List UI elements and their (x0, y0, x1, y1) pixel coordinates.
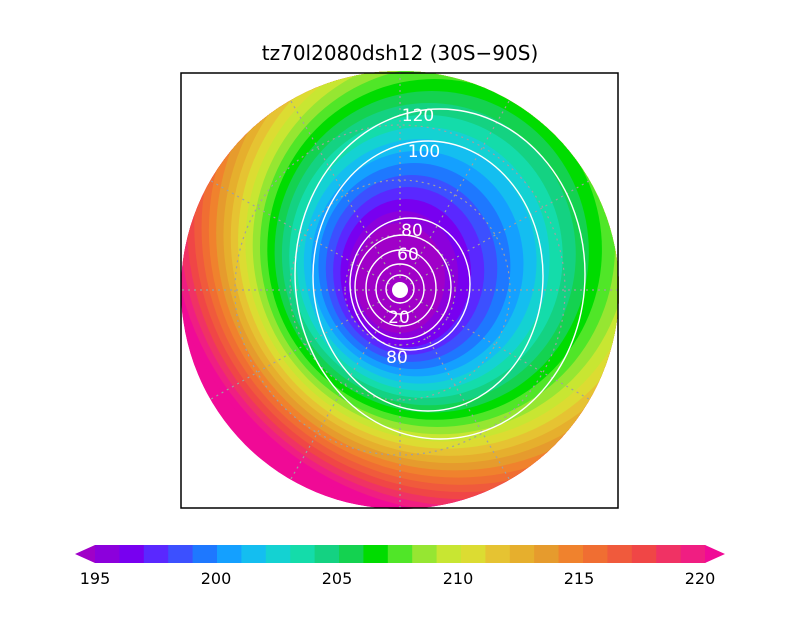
contour-line (365, 249, 437, 327)
colorbar-swatch (241, 545, 267, 563)
contour-label: 100 (408, 142, 440, 162)
contour-line (349, 217, 471, 351)
contour-line (375, 263, 425, 315)
colorbar-swatch (95, 545, 120, 563)
colorbar-swatch (314, 545, 340, 563)
colorbar-swatch (119, 545, 145, 563)
colorbar-swatch (290, 545, 316, 563)
contour-label: 20 (388, 308, 410, 328)
colorbar-tick-label: 210 (443, 569, 474, 588)
colorbar-swatch (387, 545, 413, 563)
colorbar-tick-label: 200 (201, 569, 232, 588)
shaded-field (181, 71, 619, 509)
colorbar-swatch (143, 545, 169, 563)
colorbar-swatch (656, 545, 682, 563)
contour-labels: 120 100 80 60 20 80 (386, 106, 440, 368)
colorbar-tick-label: 205 (322, 569, 353, 588)
contour-lines (294, 108, 586, 440)
colorbar-swatch (583, 545, 608, 563)
colorbar-swatch (485, 545, 511, 563)
colorbar-extend-low (75, 545, 95, 563)
contour-label: 80 (401, 221, 423, 241)
colorbar-swatch (534, 545, 560, 563)
meridian-line (200, 174, 401, 291)
pole-marker (392, 282, 408, 298)
colorbar-tick-label: 215 (564, 569, 595, 588)
contour-label: 120 (402, 106, 434, 126)
plot-frame (180, 72, 619, 509)
meridian-line (284, 90, 401, 291)
colorbar-swatch (436, 545, 462, 563)
meridian-line (399, 289, 516, 490)
contour-line (385, 274, 415, 304)
colorbar-swatch (461, 545, 486, 563)
contour-line (312, 140, 544, 412)
colorbar-swatch (363, 545, 389, 563)
meridian-line (399, 289, 600, 406)
meridian-line (399, 174, 600, 291)
colorbar-swatch (680, 545, 706, 563)
colorbar-swatch (217, 545, 242, 563)
colorbar-tick-label: 195 (80, 569, 111, 588)
colorbar-swatch (265, 545, 291, 563)
latitude-circle (234, 124, 566, 456)
colorbar-swatch (558, 545, 584, 563)
colorbar-swatch (509, 545, 535, 563)
chart-title: tz70l2080dsh12 (30S−90S) (262, 41, 539, 65)
contour-label: 80 (386, 348, 408, 368)
colorbar-swatch (607, 545, 633, 563)
colorbar-extend-high (705, 545, 725, 563)
colorbar-swatch (168, 545, 194, 563)
contour-line (354, 234, 452, 340)
colorbar-swatch (412, 545, 438, 563)
meridian-line (200, 289, 401, 406)
colorbar-tick-label: 220 (685, 569, 716, 588)
colorbar-swatch (631, 545, 657, 563)
lat-lon-grid (181, 71, 619, 509)
meridian-line (284, 289, 401, 490)
colorbar-swatch (339, 545, 364, 563)
colorbar-swatch (192, 545, 218, 563)
polar-map: 120 100 80 60 20 80 (181, 71, 619, 509)
contour-line (294, 108, 586, 440)
colorbar: 195 200 205 210 215 220 (75, 545, 725, 588)
meridian-line (399, 90, 516, 291)
contour-label: 60 (397, 245, 419, 265)
